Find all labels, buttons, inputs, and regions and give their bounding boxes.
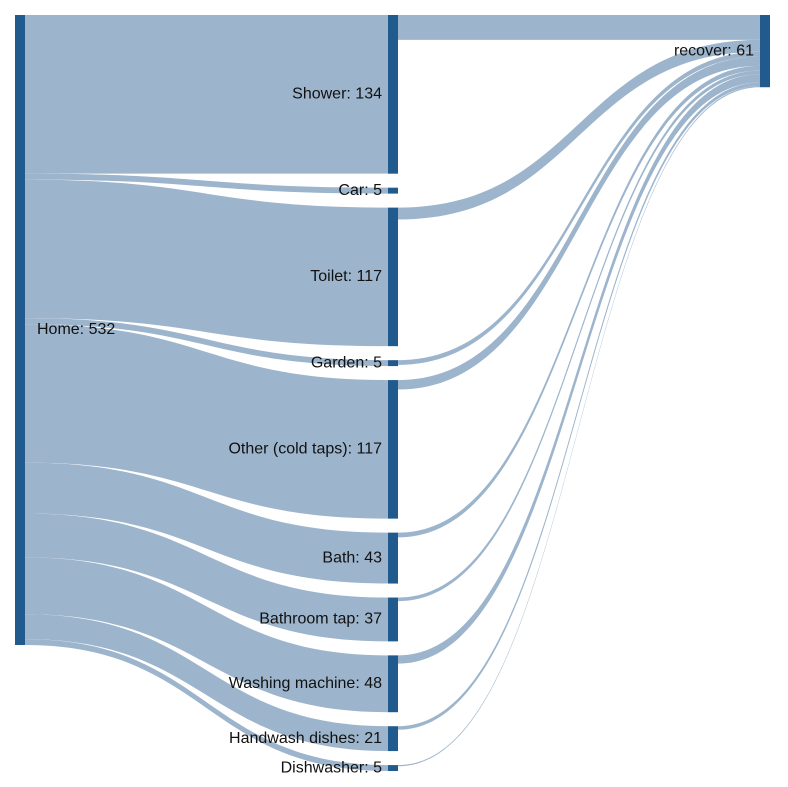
link — [398, 39, 760, 220]
node — [388, 532, 398, 584]
node-label: Home: 532 — [37, 321, 115, 338]
link — [25, 462, 388, 584]
node — [388, 597, 398, 642]
node — [760, 15, 770, 88]
link — [25, 15, 388, 174]
links — [25, 15, 760, 771]
node — [388, 207, 398, 347]
node-label: Handwash dishes: 21 — [229, 730, 382, 747]
link — [398, 86, 760, 767]
node-label: Garden: 5 — [311, 354, 382, 371]
node-label: Toilet: 117 — [310, 268, 382, 285]
link — [25, 614, 388, 752]
link — [398, 70, 760, 602]
link — [25, 179, 388, 347]
nodes: Home: 532 Shower: 134 Car: 5 Toilet: 117 Gar… — [15, 15, 770, 776]
link — [25, 639, 388, 771]
link — [398, 65, 760, 538]
link — [25, 324, 388, 519]
node-label: Bathroom tap: 37 — [259, 611, 382, 628]
node — [388, 380, 398, 519]
node-label: Dishwasher: 5 — [281, 759, 382, 776]
link — [398, 51, 760, 365]
link — [25, 557, 388, 713]
node — [388, 726, 398, 752]
link — [25, 513, 388, 642]
node — [388, 187, 398, 194]
node-label: Shower: 134 — [292, 86, 382, 103]
node-label: recover: 61 — [674, 42, 754, 59]
link — [398, 15, 760, 40]
node — [388, 360, 398, 367]
link — [25, 173, 388, 194]
node — [388, 765, 398, 771]
node-label: Washing machine: 48 — [229, 675, 382, 692]
link — [398, 56, 760, 390]
node — [388, 655, 398, 713]
link — [25, 318, 388, 367]
node — [15, 15, 25, 645]
node — [388, 15, 398, 174]
link — [398, 82, 760, 730]
node-label: Car: 5 — [338, 182, 382, 199]
link — [398, 74, 760, 664]
node-label: Other (cold taps): 117 — [228, 441, 382, 458]
node-label: Bath: 43 — [322, 549, 382, 566]
